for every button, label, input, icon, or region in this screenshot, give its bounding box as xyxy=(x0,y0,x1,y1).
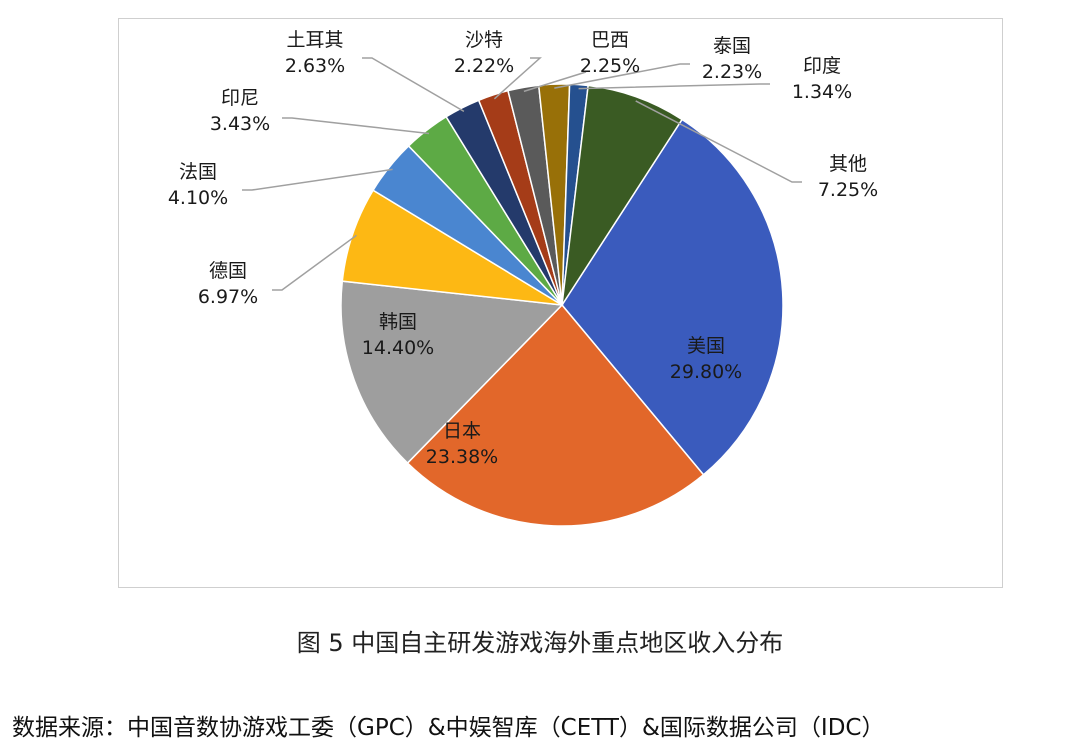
slice-value-label: 2.25% xyxy=(580,55,640,77)
slice-name-label: 巴西 xyxy=(591,29,629,51)
slice-value-label: 1.34% xyxy=(792,81,852,103)
slice-name-label: 土耳其 xyxy=(286,29,343,51)
pie-slice xyxy=(406,303,705,527)
slice-value-label: 29.80% xyxy=(670,361,742,383)
slice-name-label: 其他 xyxy=(829,153,867,175)
leader-line xyxy=(282,117,430,135)
slice-value-label: 2.22% xyxy=(454,55,514,77)
leader-lines xyxy=(242,57,802,291)
slice-value-label: 7.25% xyxy=(818,179,878,201)
leader-line xyxy=(635,100,802,183)
slice-name-label: 美国 xyxy=(687,335,725,357)
slice-name-label: 沙特 xyxy=(465,29,503,51)
slice-name-label: 泰国 xyxy=(713,35,751,57)
leader-line xyxy=(554,63,690,89)
slice-value-label: 6.97% xyxy=(198,286,258,308)
leader-line xyxy=(523,71,587,93)
figure-caption: 图 5 中国自主研发游戏海外重点地区收入分布 xyxy=(296,629,784,657)
slice-value-label: 3.43% xyxy=(210,113,270,135)
slice-value-label: 2.63% xyxy=(285,55,345,77)
slice-value-label: 2.23% xyxy=(702,61,762,83)
slice-value-label: 23.38% xyxy=(426,446,498,468)
slice-name-label: 印尼 xyxy=(221,87,259,109)
data-source-note: 数据来源：中国音数协游戏工委（GPC）&中娱智库（CETT）&国际数据公司（ID… xyxy=(12,715,885,741)
pie-slices xyxy=(340,83,784,527)
leader-line xyxy=(242,168,393,191)
pie-chart: 美国 29.80% 日本 23.38% 韩国 14.40% 德国 6.97% 法国 4.10% 印尼… xyxy=(168,29,878,527)
pie-slice xyxy=(561,118,784,476)
pie-slice xyxy=(340,280,564,465)
slice-labels: 美国 29.80% 日本 23.38% 韩国 14.40% 德国 6.97% 法国 4.10% 印尼… xyxy=(168,29,878,468)
slice-name-label: 日本 xyxy=(443,420,481,442)
pie-slice xyxy=(561,84,684,306)
slice-name-label: 德国 xyxy=(209,260,247,282)
leader-line xyxy=(578,83,770,90)
slice-name-label: 韩国 xyxy=(379,311,417,333)
leader-line xyxy=(362,57,465,113)
slice-name-label: 印度 xyxy=(803,55,841,77)
slice-value-label: 14.40% xyxy=(362,337,434,359)
slice-value-label: 4.10% xyxy=(168,187,228,209)
leader-line xyxy=(493,57,542,100)
leader-line xyxy=(272,234,357,291)
slice-name-label: 法国 xyxy=(179,161,217,183)
